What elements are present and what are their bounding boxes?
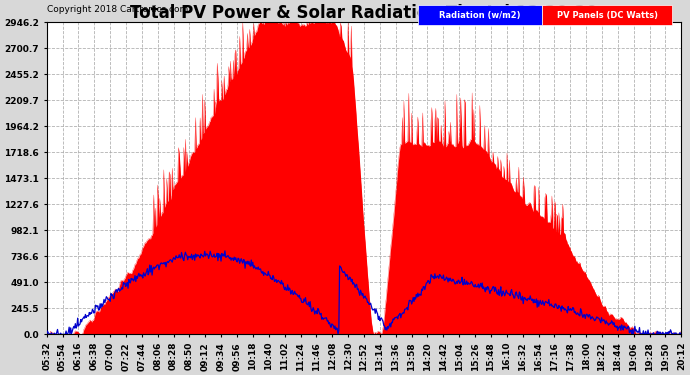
Text: Copyright 2018 Cartronics.com: Copyright 2018 Cartronics.com <box>47 5 188 14</box>
FancyBboxPatch shape <box>418 5 542 26</box>
Title: Total PV Power & Solar Radiation Thu Jul 12 20:20: Total PV Power & Solar Radiation Thu Jul… <box>130 4 598 22</box>
Text: PV Panels (DC Watts): PV Panels (DC Watts) <box>557 11 658 20</box>
Text: Radiation (w/m2): Radiation (w/m2) <box>439 11 520 20</box>
FancyBboxPatch shape <box>542 5 673 26</box>
